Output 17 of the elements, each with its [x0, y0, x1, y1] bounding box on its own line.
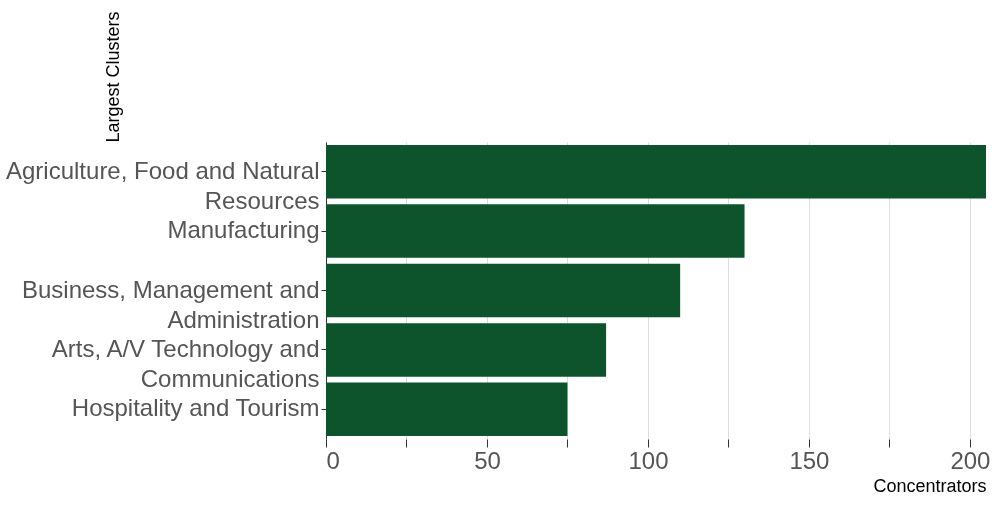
- bar: [326, 382, 568, 437]
- bar: [326, 323, 607, 377]
- bar: [326, 263, 681, 318]
- y-tick-label: Agriculture, Food and Natural Resources: [6, 156, 320, 214]
- y-tick-label: Manufacturing: [167, 216, 320, 244]
- y-tick-label: Arts, A/V Technology and Communications: [51, 334, 320, 392]
- y-tick-label: Business, Management and Administration: [21, 275, 320, 333]
- x-tick-label: 200: [950, 446, 991, 474]
- x-tick-label: 150: [789, 446, 830, 474]
- x-tick-label: 50: [474, 446, 501, 474]
- y-axis-title: Largest Clusters: [102, 11, 123, 143]
- x-axis-title: Concentrators: [873, 475, 987, 496]
- y-tick-label: Hospitality and Tourism: [71, 394, 320, 422]
- bar: [326, 144, 986, 199]
- bar: [326, 204, 745, 258]
- x-tick-label: 100: [628, 446, 669, 474]
- x-tick-label: 0: [326, 446, 340, 474]
